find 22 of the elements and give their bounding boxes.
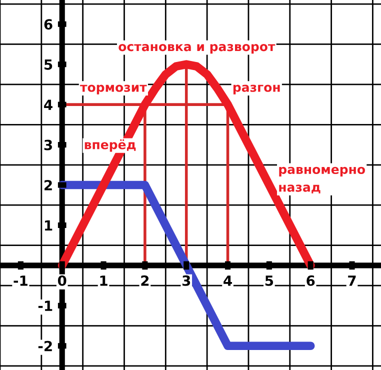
- y-tick-label: 4: [44, 100, 52, 110]
- x-tick-label: 1: [100, 276, 108, 286]
- annotation: разгон: [233, 84, 280, 94]
- y-tick-label: 6: [44, 19, 52, 30]
- y-tick-label: 1: [44, 220, 52, 230]
- x-tick-label: -1: [14, 276, 28, 286]
- annotation: равномерно назад: [279, 166, 365, 194]
- y-tick-label: -2: [38, 340, 52, 352]
- annotation: остановка и разворот: [118, 44, 276, 54]
- x-tick-label: 2: [141, 275, 149, 286]
- y-tick-label: -1: [38, 300, 52, 311]
- x-tick-label: 6: [306, 275, 315, 286]
- x-tick-label: 3: [182, 275, 190, 286]
- annotation: вперёд: [84, 139, 136, 152]
- x-tick-label: 0: [58, 275, 66, 286]
- y-tick-label: 5: [44, 60, 52, 70]
- x-tick-label: 4: [224, 276, 232, 286]
- x-tick-label: 7: [348, 276, 356, 286]
- annotation: тормозит: [80, 84, 147, 94]
- y-tick-label: 3: [44, 140, 52, 150]
- y-tick-label: 2: [44, 180, 52, 190]
- x-tick-label: 5: [265, 276, 274, 286]
